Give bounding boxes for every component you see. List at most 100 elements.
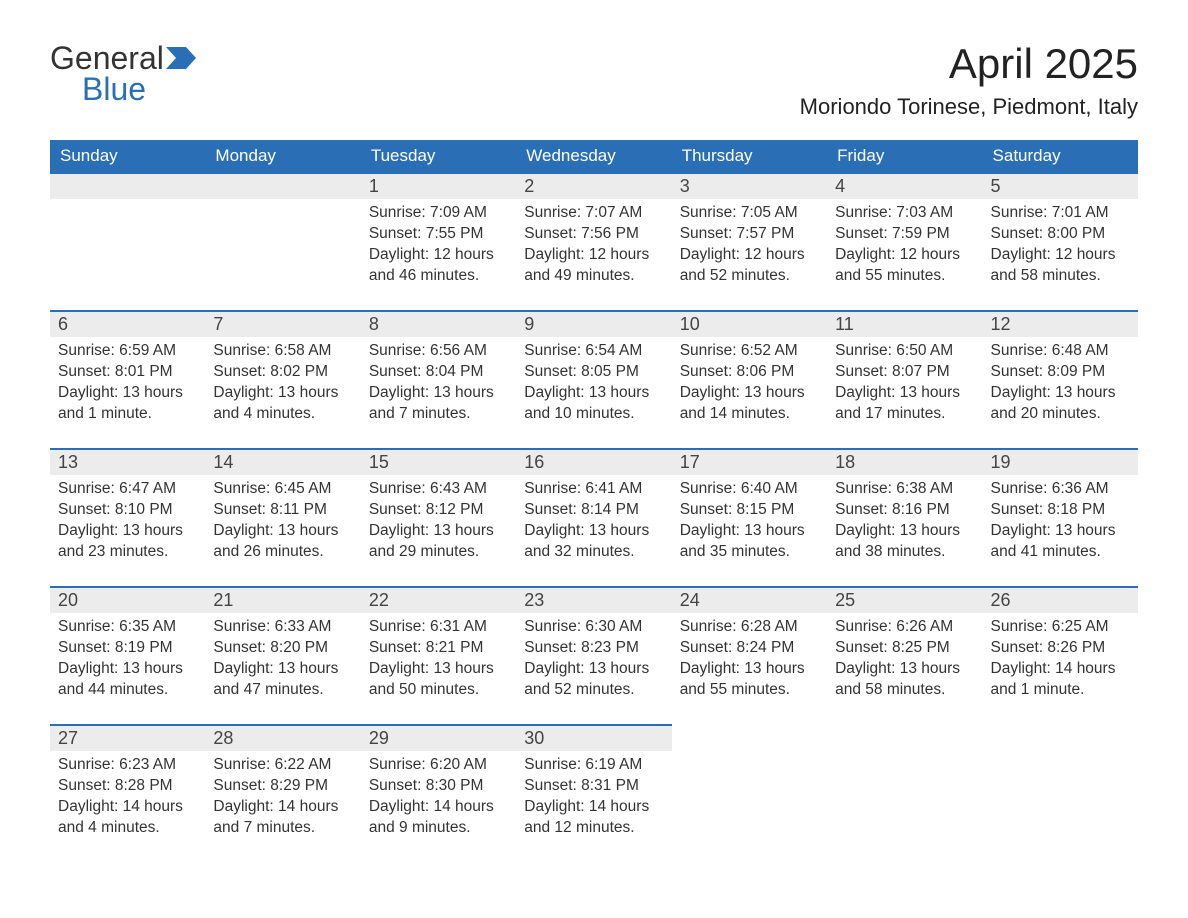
calendar-day-cell: 22Sunrise: 6:31 AMSunset: 8:21 PMDayligh…: [361, 586, 516, 724]
day-details: Sunrise: 6:36 AMSunset: 8:18 PMDaylight:…: [983, 475, 1138, 573]
day-details: Sunrise: 6:20 AMSunset: 8:30 PMDaylight:…: [361, 751, 516, 849]
sunrise-line: Sunrise: 7:01 AM: [991, 203, 1130, 224]
day-number: 14: [205, 448, 360, 475]
calendar-day-cell: 19Sunrise: 6:36 AMSunset: 8:18 PMDayligh…: [983, 448, 1138, 586]
calendar-day-cell: 3Sunrise: 7:05 AMSunset: 7:57 PMDaylight…: [672, 172, 827, 310]
sunset-line: Sunset: 8:01 PM: [58, 362, 197, 383]
day-details: Sunrise: 6:52 AMSunset: 8:06 PMDaylight:…: [672, 337, 827, 435]
daylight-line: Daylight: 14 hours and 4 minutes.: [58, 797, 197, 839]
sunrise-line: Sunrise: 6:50 AM: [835, 341, 974, 362]
sunset-line: Sunset: 8:24 PM: [680, 638, 819, 659]
day-details: Sunrise: 6:38 AMSunset: 8:16 PMDaylight:…: [827, 475, 982, 573]
day-number: 1: [361, 172, 516, 199]
daylight-line: Daylight: 13 hours and 29 minutes.: [369, 521, 508, 563]
daylight-line: Daylight: 12 hours and 58 minutes.: [991, 245, 1130, 287]
sunset-line: Sunset: 8:30 PM: [369, 776, 508, 797]
daylight-line: Daylight: 13 hours and 4 minutes.: [213, 383, 352, 425]
daylight-line: Daylight: 13 hours and 50 minutes.: [369, 659, 508, 701]
daylight-line: Daylight: 14 hours and 7 minutes.: [213, 797, 352, 839]
daylight-line: Daylight: 13 hours and 20 minutes.: [991, 383, 1130, 425]
sunrise-line: Sunrise: 7:03 AM: [835, 203, 974, 224]
sunset-line: Sunset: 8:11 PM: [213, 500, 352, 521]
sunrise-line: Sunrise: 6:31 AM: [369, 617, 508, 638]
day-details: Sunrise: 6:23 AMSunset: 8:28 PMDaylight:…: [50, 751, 205, 849]
sunset-line: Sunset: 8:05 PM: [524, 362, 663, 383]
calendar-day-cell: 20Sunrise: 6:35 AMSunset: 8:19 PMDayligh…: [50, 586, 205, 724]
day-number: 21: [205, 586, 360, 613]
sunrise-line: Sunrise: 7:07 AM: [524, 203, 663, 224]
calendar-day-cell: [827, 724, 982, 862]
calendar-day-cell: 16Sunrise: 6:41 AMSunset: 8:14 PMDayligh…: [516, 448, 671, 586]
location-text: Moriondo Torinese, Piedmont, Italy: [800, 94, 1138, 120]
calendar-body: 1Sunrise: 7:09 AMSunset: 7:55 PMDaylight…: [50, 172, 1138, 862]
calendar-day-cell: 30Sunrise: 6:19 AMSunset: 8:31 PMDayligh…: [516, 724, 671, 862]
day-number: 18: [827, 448, 982, 475]
calendar-day-cell: 15Sunrise: 6:43 AMSunset: 8:12 PMDayligh…: [361, 448, 516, 586]
sunrise-line: Sunrise: 6:41 AM: [524, 479, 663, 500]
daylight-line: Daylight: 13 hours and 41 minutes.: [991, 521, 1130, 563]
sunrise-line: Sunrise: 6:38 AM: [835, 479, 974, 500]
day-header: Friday: [827, 140, 982, 172]
day-number: 20: [50, 586, 205, 613]
day-details: Sunrise: 6:30 AMSunset: 8:23 PMDaylight:…: [516, 613, 671, 711]
calendar-day-cell: 13Sunrise: 6:47 AMSunset: 8:10 PMDayligh…: [50, 448, 205, 586]
calendar-day-cell: 5Sunrise: 7:01 AMSunset: 8:00 PMDaylight…: [983, 172, 1138, 310]
logo-text-blue: Blue: [82, 71, 196, 108]
calendar-day-cell: 12Sunrise: 6:48 AMSunset: 8:09 PMDayligh…: [983, 310, 1138, 448]
sunset-line: Sunset: 8:02 PM: [213, 362, 352, 383]
calendar-day-cell: 29Sunrise: 6:20 AMSunset: 8:30 PMDayligh…: [361, 724, 516, 862]
day-number: [672, 724, 827, 750]
sunrise-line: Sunrise: 6:30 AM: [524, 617, 663, 638]
day-details: Sunrise: 6:45 AMSunset: 8:11 PMDaylight:…: [205, 475, 360, 573]
sunrise-line: Sunrise: 6:26 AM: [835, 617, 974, 638]
sunrise-line: Sunrise: 6:47 AM: [58, 479, 197, 500]
sunset-line: Sunset: 8:07 PM: [835, 362, 974, 383]
day-number: 8: [361, 310, 516, 337]
day-details: Sunrise: 6:28 AMSunset: 8:24 PMDaylight:…: [672, 613, 827, 711]
day-number: 10: [672, 310, 827, 337]
calendar-week-row: 20Sunrise: 6:35 AMSunset: 8:19 PMDayligh…: [50, 586, 1138, 724]
day-number: 9: [516, 310, 671, 337]
calendar-day-cell: 7Sunrise: 6:58 AMSunset: 8:02 PMDaylight…: [205, 310, 360, 448]
day-details: Sunrise: 6:35 AMSunset: 8:19 PMDaylight:…: [50, 613, 205, 711]
calendar-day-cell: 23Sunrise: 6:30 AMSunset: 8:23 PMDayligh…: [516, 586, 671, 724]
daylight-line: Daylight: 13 hours and 38 minutes.: [835, 521, 974, 563]
daylight-line: Daylight: 13 hours and 7 minutes.: [369, 383, 508, 425]
calendar-week-row: 27Sunrise: 6:23 AMSunset: 8:28 PMDayligh…: [50, 724, 1138, 862]
day-details: Sunrise: 6:25 AMSunset: 8:26 PMDaylight:…: [983, 613, 1138, 711]
sunset-line: Sunset: 8:09 PM: [991, 362, 1130, 383]
day-number: 27: [50, 724, 205, 751]
sunset-line: Sunset: 7:57 PM: [680, 224, 819, 245]
day-details: Sunrise: 6:41 AMSunset: 8:14 PMDaylight:…: [516, 475, 671, 573]
day-number: [205, 172, 360, 199]
daylight-line: Daylight: 13 hours and 1 minute.: [58, 383, 197, 425]
day-number: 15: [361, 448, 516, 475]
daylight-line: Daylight: 13 hours and 17 minutes.: [835, 383, 974, 425]
sunset-line: Sunset: 8:29 PM: [213, 776, 352, 797]
sunrise-line: Sunrise: 6:23 AM: [58, 755, 197, 776]
calendar-day-cell: 24Sunrise: 6:28 AMSunset: 8:24 PMDayligh…: [672, 586, 827, 724]
sunset-line: Sunset: 8:18 PM: [991, 500, 1130, 521]
sunrise-line: Sunrise: 6:25 AM: [991, 617, 1130, 638]
sunset-line: Sunset: 8:25 PM: [835, 638, 974, 659]
sunset-line: Sunset: 8:16 PM: [835, 500, 974, 521]
day-details: Sunrise: 6:31 AMSunset: 8:21 PMDaylight:…: [361, 613, 516, 711]
sunrise-line: Sunrise: 6:48 AM: [991, 341, 1130, 362]
calendar-week-row: 1Sunrise: 7:09 AMSunset: 7:55 PMDaylight…: [50, 172, 1138, 310]
sunset-line: Sunset: 8:31 PM: [524, 776, 663, 797]
daylight-line: Daylight: 13 hours and 26 minutes.: [213, 521, 352, 563]
sunset-line: Sunset: 8:26 PM: [991, 638, 1130, 659]
day-number: 4: [827, 172, 982, 199]
day-details: Sunrise: 6:50 AMSunset: 8:07 PMDaylight:…: [827, 337, 982, 435]
day-details: Sunrise: 7:09 AMSunset: 7:55 PMDaylight:…: [361, 199, 516, 297]
day-details: Sunrise: 6:33 AMSunset: 8:20 PMDaylight:…: [205, 613, 360, 711]
day-details: Sunrise: 7:07 AMSunset: 7:56 PMDaylight:…: [516, 199, 671, 297]
calendar-day-cell: 25Sunrise: 6:26 AMSunset: 8:25 PMDayligh…: [827, 586, 982, 724]
day-number: 22: [361, 586, 516, 613]
day-header: Thursday: [672, 140, 827, 172]
sunrise-line: Sunrise: 6:56 AM: [369, 341, 508, 362]
calendar-day-cell: 28Sunrise: 6:22 AMSunset: 8:29 PMDayligh…: [205, 724, 360, 862]
sunrise-line: Sunrise: 6:20 AM: [369, 755, 508, 776]
sunset-line: Sunset: 8:20 PM: [213, 638, 352, 659]
sunrise-line: Sunrise: 6:40 AM: [680, 479, 819, 500]
